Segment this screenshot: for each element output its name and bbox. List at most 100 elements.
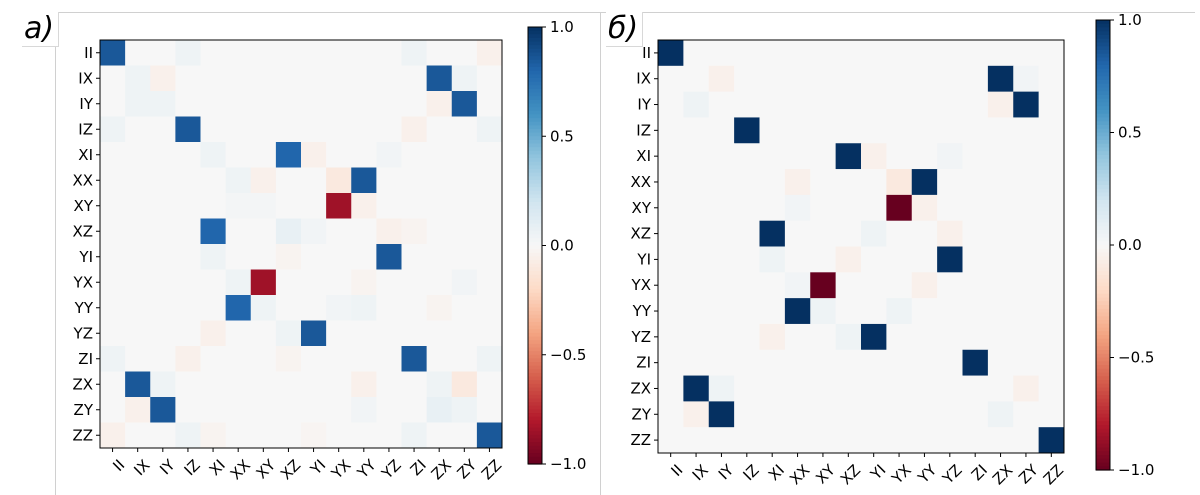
colorbar-segment <box>528 329 542 334</box>
heatmap-cell <box>200 397 227 423</box>
heatmap-cell <box>150 65 176 92</box>
colorbar-segment <box>528 300 542 305</box>
heatmap-cell <box>937 272 963 299</box>
heatmap-cell <box>326 142 352 168</box>
colorbar-segment <box>528 256 542 261</box>
y-tick-label: XY <box>74 197 94 215</box>
heatmap-cell <box>1038 220 1065 247</box>
heatmap-cell <box>1013 143 1040 170</box>
colorbar-segment <box>1096 248 1110 254</box>
colorbar-segment <box>1096 425 1110 430</box>
heatmap-cell <box>275 346 302 372</box>
heatmap-cell <box>150 167 176 194</box>
heatmap-cell <box>759 40 786 67</box>
heatmap-cell <box>150 142 176 168</box>
colorbar-segment <box>1096 320 1110 325</box>
heatmap-cell <box>100 218 126 245</box>
heatmap-cell <box>326 269 352 296</box>
heatmap-cell <box>401 371 428 398</box>
colorbar-segment <box>528 387 542 392</box>
heatmap-cell <box>810 323 837 351</box>
heatmap-cell <box>911 194 938 222</box>
colorbar-segment <box>528 136 542 141</box>
heatmap-cell <box>200 371 227 398</box>
heatmap-cell <box>225 346 252 372</box>
colorbar-segment <box>528 402 542 407</box>
colorbar-segment <box>1096 143 1110 149</box>
heatmap-cell <box>911 91 938 118</box>
heatmap-cell <box>301 320 327 347</box>
heatmap-cell <box>351 371 377 398</box>
colorbar-segment <box>528 263 542 268</box>
colorbar-segment <box>1096 20 1110 25</box>
heatmap-cell <box>683 375 710 402</box>
y-tick-label: ZI <box>636 354 651 372</box>
colorbar-segment <box>1096 237 1110 242</box>
heatmap-cell <box>351 193 377 219</box>
y-tick-label: YZ <box>73 324 93 342</box>
colorbar-segment <box>1096 466 1110 471</box>
colorbar-segment <box>1096 173 1110 179</box>
heatmap-cell <box>150 320 176 347</box>
heatmap-cell <box>451 167 478 194</box>
heatmap-cell <box>150 218 176 245</box>
heatmap-cell <box>401 295 428 321</box>
heatmap-cell <box>125 397 151 423</box>
heatmap-cell <box>250 244 277 270</box>
heatmap-cell <box>326 346 352 372</box>
colorbar-segment <box>1096 218 1110 224</box>
colorbar-segment <box>1096 327 1110 332</box>
y-tick-label: XZ <box>630 225 651 243</box>
heatmap-cell <box>937 117 963 144</box>
heatmap-cell <box>426 167 453 194</box>
heatmap-cell <box>784 65 811 93</box>
colorbar-segment <box>528 332 542 338</box>
colorbar-segment <box>528 354 542 359</box>
colorbar-segment <box>528 56 542 61</box>
heatmap-cell <box>225 40 252 66</box>
colorbar-segment <box>1096 162 1110 167</box>
heatmap-cell <box>987 375 1014 402</box>
heatmap-cell <box>401 91 428 117</box>
colorbar-segment <box>528 223 542 228</box>
heatmap-cell <box>962 194 989 222</box>
colorbar-segment <box>528 372 542 378</box>
heatmap-cell <box>683 40 710 67</box>
colorbar-segment <box>528 405 542 410</box>
colorbar-segment <box>1096 181 1110 186</box>
colorbar-segment <box>528 139 542 145</box>
colorbar-segment <box>528 292 542 298</box>
heatmap-cell <box>250 397 277 423</box>
colorbar-segment <box>1096 443 1110 449</box>
colorbar-segment <box>528 245 542 250</box>
colorbar-segment <box>1096 136 1110 141</box>
heatmap-cell <box>1013 349 1040 376</box>
heatmap-cell <box>658 349 684 376</box>
heatmap-cell <box>708 194 735 222</box>
colorbar-segment <box>528 318 542 323</box>
heatmap-cell <box>886 246 913 273</box>
heatmap-cell <box>200 40 227 66</box>
heatmap-cell <box>225 167 252 194</box>
heatmap-cell <box>734 349 760 376</box>
heatmap-cell <box>937 194 963 222</box>
heatmap-cell <box>100 371 126 398</box>
heatmap-cell <box>351 244 377 270</box>
heatmap-cell <box>301 397 327 423</box>
heatmap-cell <box>962 375 989 402</box>
heatmap-cell <box>987 323 1014 351</box>
heatmap-cell <box>987 220 1014 247</box>
heatmap-cell <box>784 427 811 454</box>
heatmap-cell <box>708 65 735 93</box>
y-tick-label: XX <box>72 171 93 189</box>
heatmap-cell <box>962 246 989 273</box>
heatmap-cell <box>175 346 201 372</box>
colorbar-segment <box>528 150 542 156</box>
heatmap-cell <box>351 397 377 423</box>
heatmap-cell <box>962 65 989 93</box>
colorbar-segment <box>1096 402 1110 407</box>
heatmap-cell <box>734 65 760 93</box>
colorbar-tick-label: −0.5 <box>550 346 586 364</box>
heatmap-cell <box>275 295 302 321</box>
colorbar-segment <box>1096 188 1110 194</box>
